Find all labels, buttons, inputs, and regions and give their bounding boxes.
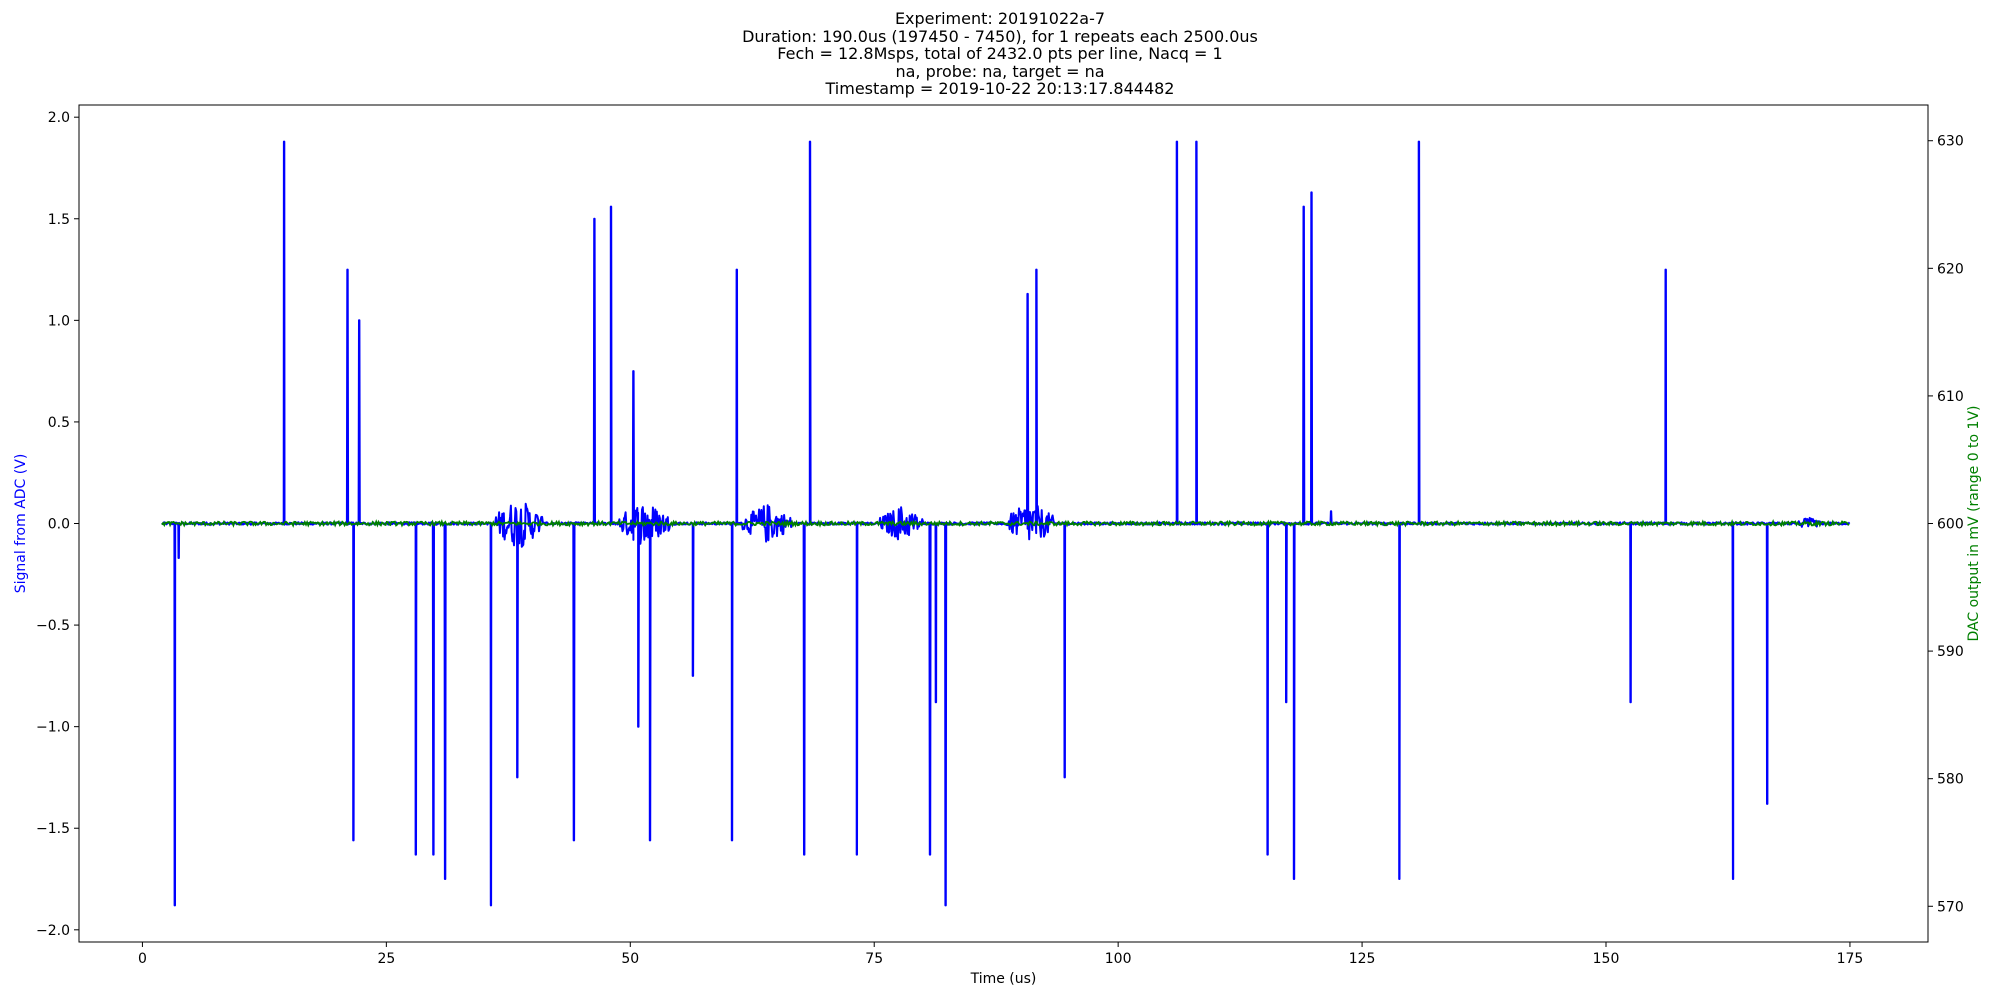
- x-axis: 0 25 50 75 100 125 150 175: [138, 942, 1863, 967]
- y2-tick-label: 600: [1937, 517, 1964, 533]
- y2-tick-label: 570: [1937, 899, 1964, 915]
- x-tick-label: 25: [377, 951, 395, 967]
- y-tick-label: 0.5: [48, 415, 70, 431]
- dac-series-line: [161, 519, 1850, 529]
- y-tick-label: −1.0: [36, 720, 70, 736]
- x-tick-label: 75: [865, 951, 883, 967]
- series-layer: [161, 140, 1851, 907]
- title-line-probe: na, probe: na, target = na: [895, 61, 1105, 81]
- title-line-sampling: Fech = 12.8Msps, total of 2432.0 pts per…: [777, 44, 1223, 64]
- y2-tick-label: 580: [1937, 772, 1964, 788]
- x-tick-label: 100: [1105, 951, 1132, 967]
- title-line-timestamp: Timestamp = 2019-10-22 20:13:17.844482: [825, 79, 1175, 99]
- y-tick-label: −2.0: [36, 923, 70, 939]
- title-line-duration: Duration: 190.0us (197450 - 7450), for 1…: [742, 26, 1258, 46]
- y2-axis-label: DAC output in mV (range 0 to 1V): [1966, 405, 1982, 641]
- y2-tick-label: 620: [1937, 261, 1964, 277]
- y-tick-label: −0.5: [36, 618, 70, 634]
- y2-tick-label: 630: [1937, 134, 1964, 150]
- y-axis-left: −2.0 −1.5 −1.0 −0.5 0.0 0.5 1.0 1.5 2.0: [36, 110, 79, 939]
- title-line-experiment: Experiment: 20191022a-7: [894, 9, 1106, 28]
- y-axis-right: 570 580 590 600 610 620 630: [1928, 134, 1964, 915]
- chart-title: Experiment: 20191022a-7 Duration: 190.0u…: [0, 10, 2000, 98]
- x-tick-label: 175: [1837, 951, 1864, 967]
- x-axis-label: Time (us): [970, 971, 1037, 987]
- y-axis-label: Signal from ADC (V): [13, 454, 29, 594]
- y-tick-label: −1.5: [36, 821, 70, 837]
- y-tick-label: 2.0: [48, 110, 70, 126]
- y2-tick-label: 610: [1937, 389, 1964, 405]
- y-tick-label: 1.0: [48, 313, 70, 329]
- x-tick-label: 0: [138, 951, 147, 967]
- y-tick-label: 1.5: [48, 212, 70, 228]
- y-tick-label: 0.0: [48, 517, 70, 533]
- x-tick-label: 125: [1349, 951, 1376, 967]
- x-tick-label: 50: [621, 951, 639, 967]
- y2-tick-label: 590: [1937, 644, 1964, 660]
- x-tick-label: 150: [1593, 951, 1620, 967]
